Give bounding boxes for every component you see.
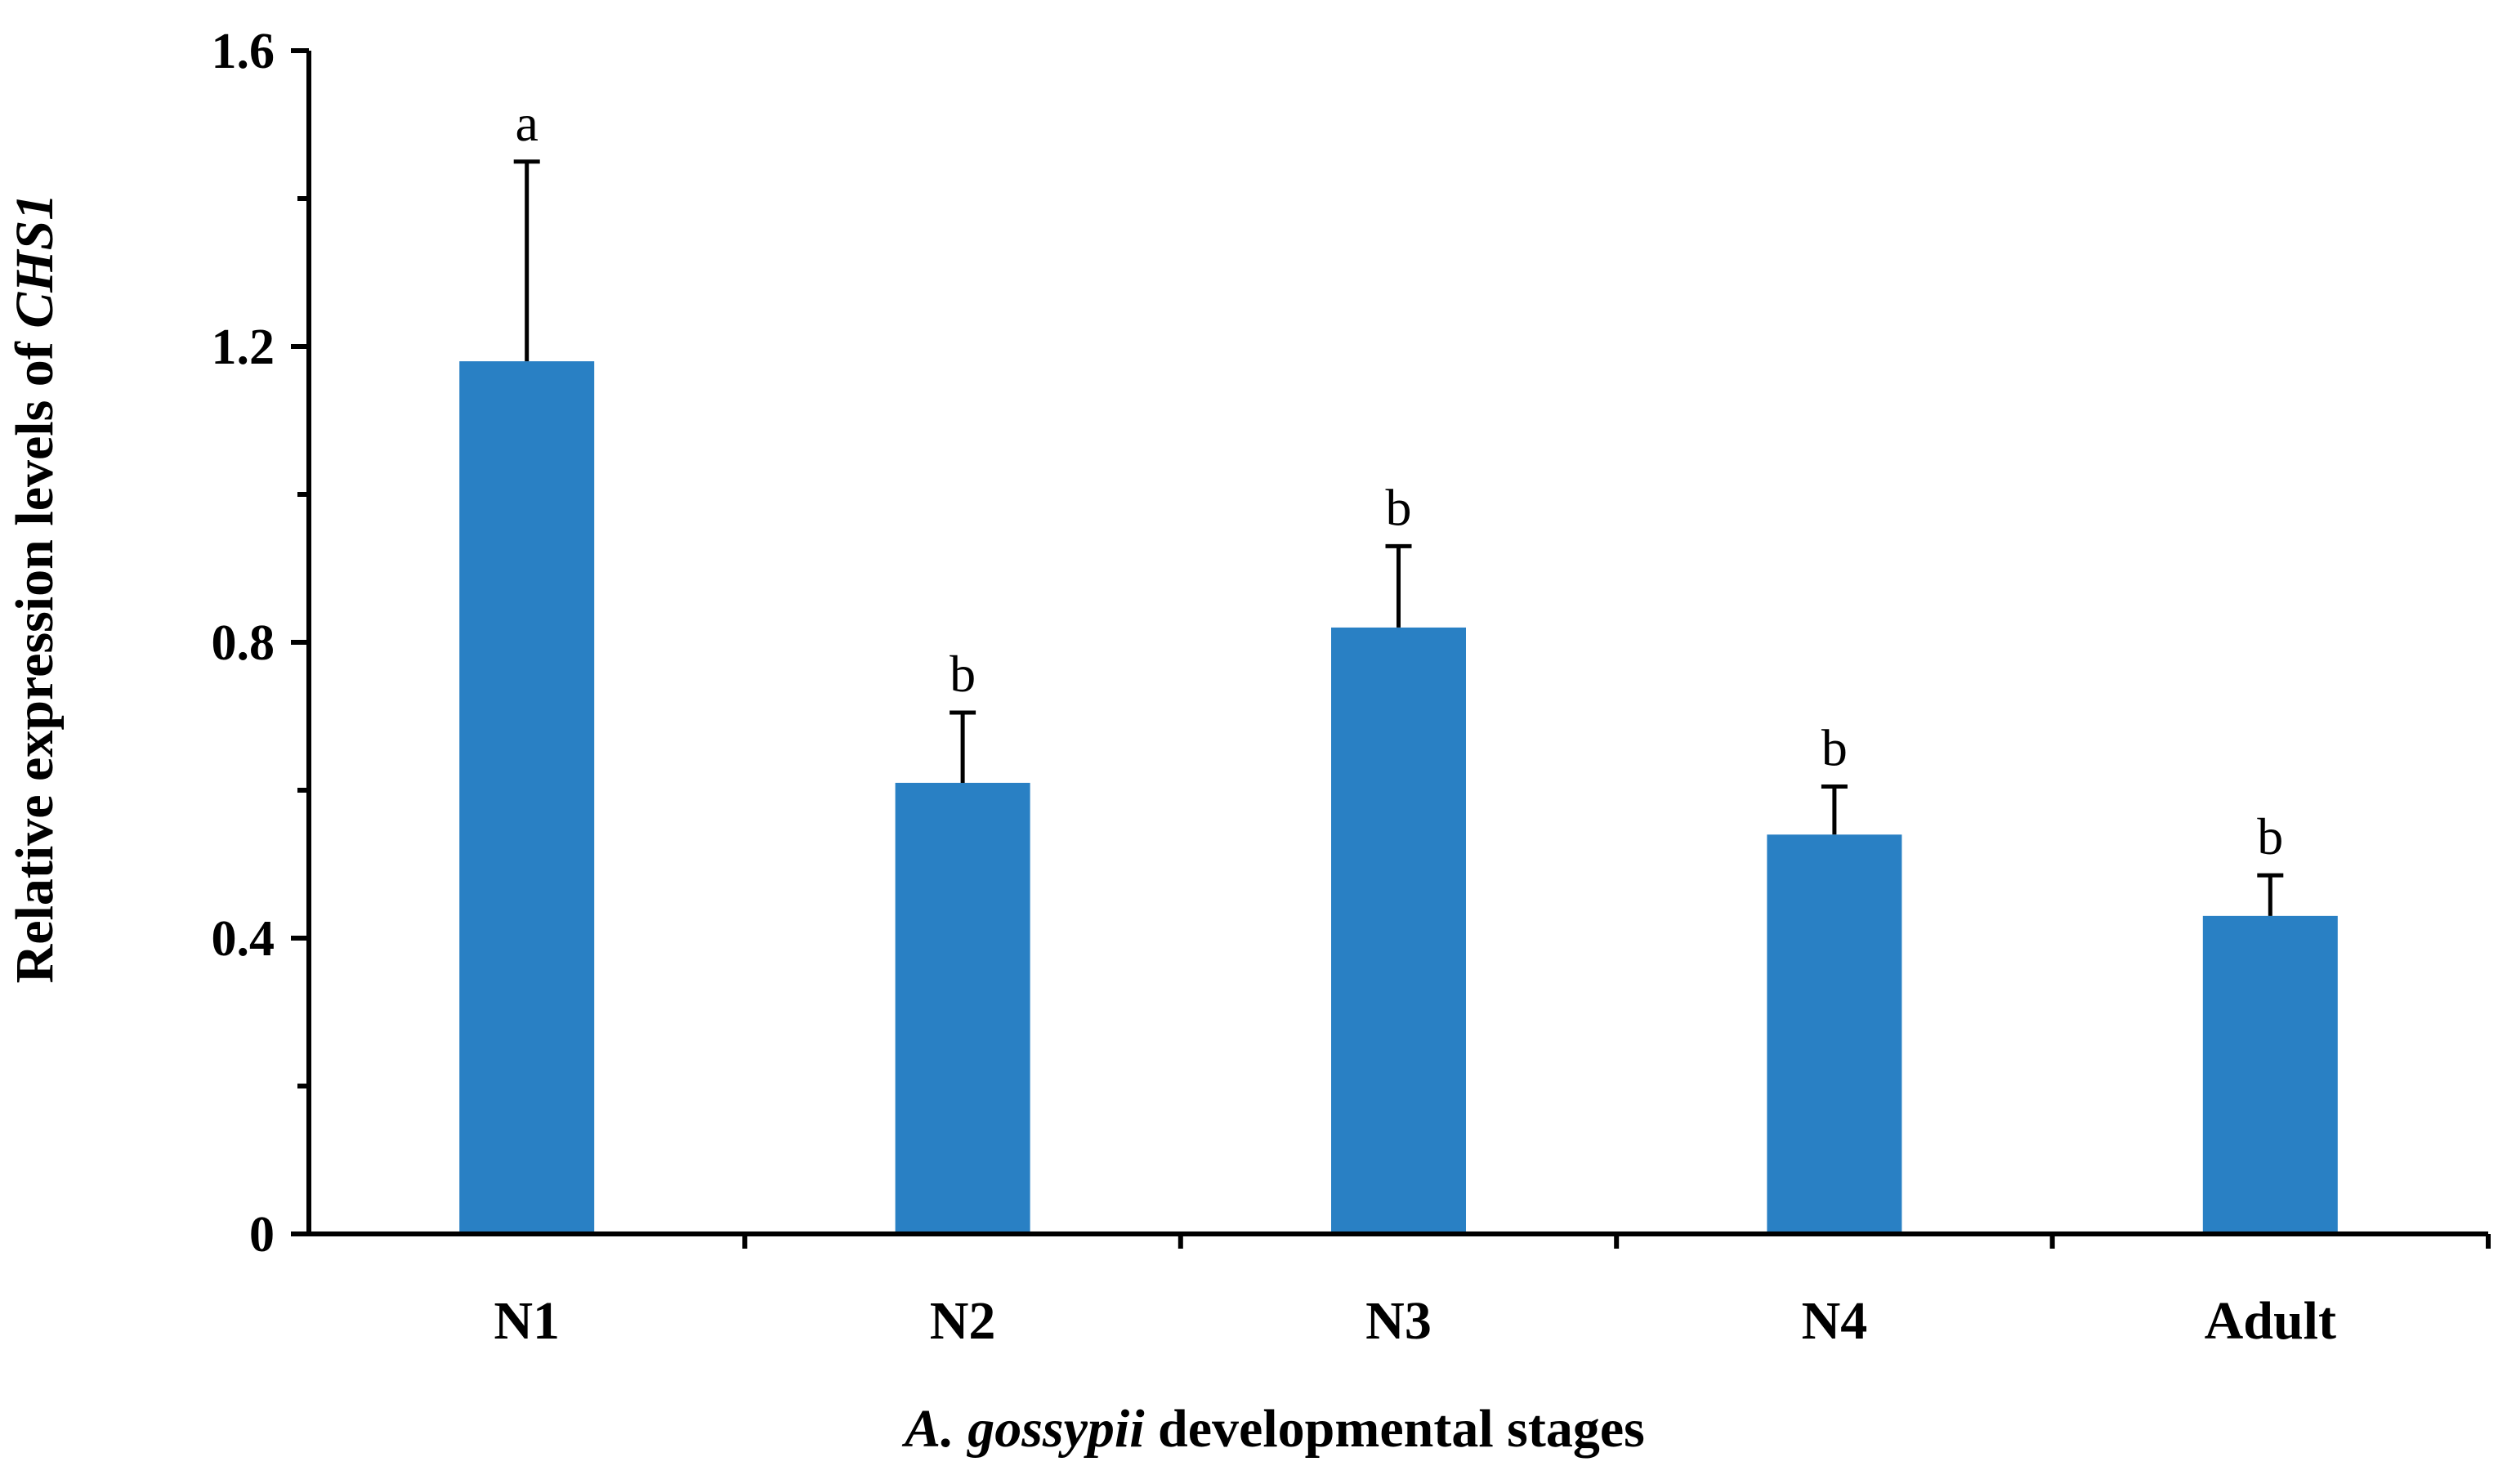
significance-label: b (1821, 718, 1848, 776)
bar-n2 (895, 782, 1030, 1234)
x-tick-label: Adult (2205, 1291, 2336, 1351)
bars-group: a b b b b (459, 94, 2338, 1235)
y-tick-label: 1.2 (212, 320, 275, 375)
x-axis-title: A. gossypii developmental stages (901, 1399, 1645, 1459)
significance-label: b (950, 645, 976, 703)
significance-label: a (515, 94, 538, 152)
bar-n4 (1767, 834, 1902, 1234)
x-tick-label: N4 (1802, 1291, 1868, 1351)
significance-label: b (2257, 807, 2283, 865)
y-axis-title: Relative expression levels of CHS1 (5, 194, 65, 984)
y-tick-label: 0.4 (212, 911, 275, 967)
bar-adult (2202, 915, 2338, 1234)
y-axis-group: 0 0.4 0.8 1.2 1.6 (212, 24, 311, 1263)
significance-label: b (1386, 478, 1412, 536)
x-tick-label: N3 (1365, 1291, 1432, 1351)
bar-n1 (459, 361, 595, 1235)
y-tick-label: 1.6 (212, 24, 275, 79)
x-axis-group: N1 N2 N3 N4 Adult (309, 1231, 2491, 1351)
x-tick-label: N1 (494, 1291, 560, 1351)
y-tick-label: 0 (249, 1207, 275, 1263)
x-tick-label: N2 (930, 1291, 996, 1351)
bar-n3 (1331, 627, 1466, 1234)
y-tick-label: 0.8 (212, 615, 275, 671)
